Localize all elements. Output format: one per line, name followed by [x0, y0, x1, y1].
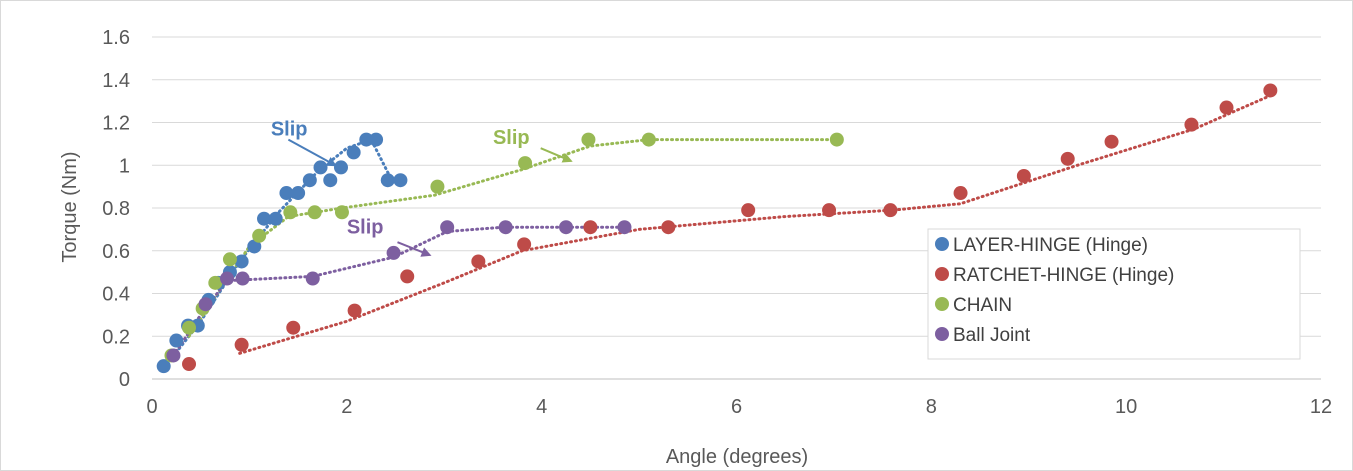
data-point	[829, 132, 844, 147]
data-point	[883, 203, 898, 218]
slip-label: Slip	[271, 118, 308, 140]
data-point	[247, 239, 262, 254]
data-point	[334, 205, 349, 220]
x-axis-title: Angle (degrees)	[666, 446, 808, 468]
y-tick-label: 1.6	[102, 27, 130, 49]
data-point	[1060, 151, 1075, 166]
data-point	[1219, 100, 1234, 115]
data-point	[380, 173, 395, 188]
x-tick-label: 10	[1115, 396, 1137, 418]
data-point	[347, 303, 362, 318]
data-point	[393, 173, 408, 188]
x-tick-label: 4	[536, 396, 547, 418]
y-tick-label: 1	[119, 155, 130, 177]
data-points	[156, 83, 1278, 374]
y-tick-label: 0.6	[102, 241, 130, 263]
legend-marker	[935, 297, 949, 311]
data-point	[1263, 83, 1278, 98]
data-point	[1016, 168, 1031, 183]
y-tick-label: 0.8	[102, 198, 130, 220]
x-tick-label: 6	[731, 396, 742, 418]
slip-label: Slip	[347, 217, 384, 239]
y-tick-label: 0.4	[102, 284, 130, 306]
data-point	[220, 271, 235, 286]
trendline	[238, 93, 1274, 355]
data-point	[741, 203, 756, 218]
y-axis-title: Torque (Nm)	[59, 151, 81, 262]
data-point	[581, 132, 596, 147]
x-tick-label: 8	[926, 396, 937, 418]
data-point	[471, 254, 486, 269]
data-point	[182, 357, 197, 372]
data-point	[559, 220, 574, 235]
data-point	[286, 320, 301, 335]
legend: LAYER-HINGE (Hinge) RATCHET-HINGE (Hinge)…	[927, 228, 1301, 360]
legend-marker	[935, 327, 949, 341]
data-point	[1104, 134, 1119, 149]
legend-marker	[935, 267, 949, 281]
y-tick-label: 1.4	[102, 70, 130, 92]
legend-label: LAYER-HINGE (Hinge)	[953, 235, 1148, 256]
x-tick-label: 0	[146, 396, 157, 418]
data-point	[235, 271, 250, 286]
slip-label: Slip	[493, 127, 530, 149]
data-point	[641, 132, 656, 147]
data-point	[252, 228, 267, 243]
data-point	[279, 186, 294, 201]
data-point	[222, 252, 237, 267]
data-point	[953, 186, 968, 201]
data-point	[518, 156, 533, 171]
data-point	[440, 220, 455, 235]
data-point	[307, 205, 322, 220]
gridlines	[152, 36, 1321, 380]
data-point	[198, 297, 213, 312]
data-point	[291, 186, 306, 201]
data-point	[617, 220, 632, 235]
data-point	[169, 333, 184, 348]
data-point	[302, 173, 317, 188]
slip-arrow	[397, 241, 432, 257]
x-tick-label: 2	[341, 396, 352, 418]
data-point	[430, 179, 445, 194]
y-tick-label: 0.2	[102, 326, 130, 348]
data-point	[400, 269, 415, 284]
data-point	[283, 205, 298, 220]
data-point	[517, 237, 532, 252]
data-point	[156, 359, 171, 374]
data-point	[386, 245, 401, 260]
data-point	[346, 145, 361, 160]
slip-annotations: Slip Slip Slip	[271, 118, 573, 257]
slip-arrow	[287, 138, 337, 167]
data-point	[208, 275, 223, 290]
data-point	[166, 348, 181, 363]
data-point	[313, 160, 328, 175]
data-point	[1184, 117, 1199, 132]
x-tick-label: 12	[1310, 396, 1332, 418]
data-point	[369, 132, 384, 147]
data-point	[359, 132, 374, 147]
tick-labels: 0 0.2 0.4 0.6 0.8 1 1.2 1.4 1.6 0 2 4 6 8 10 12	[102, 27, 1332, 418]
data-point	[661, 220, 676, 235]
data-point	[498, 220, 513, 235]
data-point	[333, 160, 348, 175]
data-point	[257, 211, 272, 226]
data-point	[305, 271, 320, 286]
y-tick-label: 0	[119, 369, 130, 391]
legend-box	[927, 228, 1301, 360]
legend-label: Ball Joint	[953, 325, 1031, 346]
y-tick-label: 1.2	[102, 113, 130, 135]
data-point	[323, 173, 338, 188]
data-point	[268, 211, 283, 226]
legend-label: RATCHET-HINGE (Hinge)	[953, 265, 1174, 286]
data-point	[234, 337, 249, 352]
slip-arrow	[540, 147, 573, 163]
data-point	[234, 254, 249, 269]
data-point	[822, 203, 837, 218]
data-point	[182, 320, 197, 335]
legend-label: CHAIN	[953, 295, 1012, 316]
data-point	[583, 220, 598, 235]
legend-marker	[935, 237, 949, 251]
